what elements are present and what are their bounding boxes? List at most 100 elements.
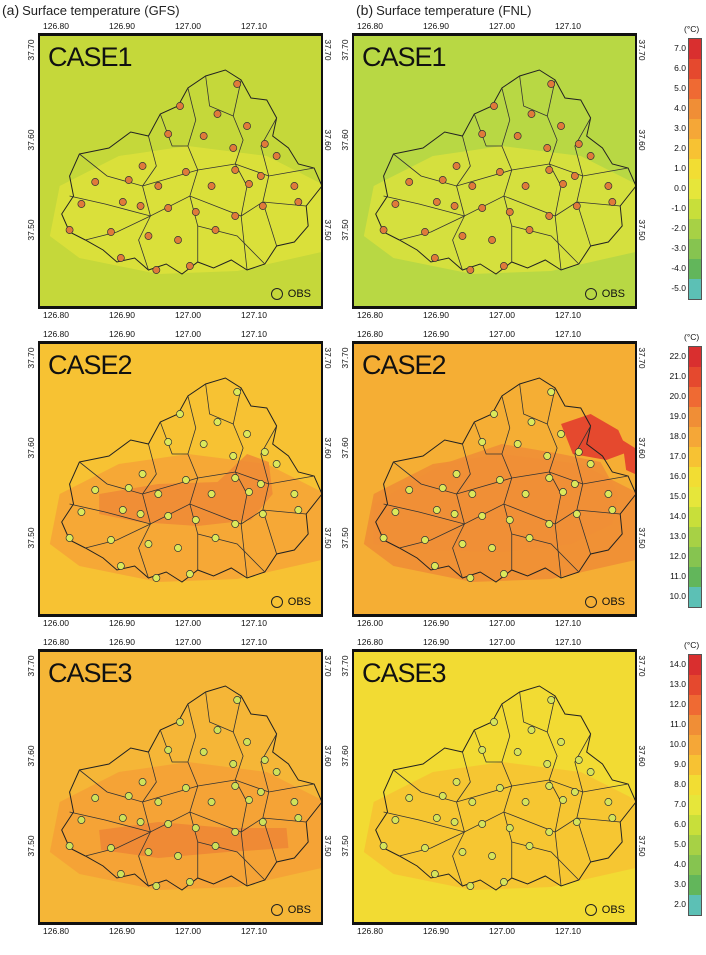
x-tick-label: 126.90	[109, 21, 135, 31]
x-tick-label: 126.80	[43, 329, 69, 339]
colorbar-tick-label: 2.0	[674, 143, 686, 153]
obs-site-marker	[211, 842, 220, 850]
colorbar-tick-label: 2.0	[674, 899, 686, 909]
obs-site-marker	[391, 816, 400, 824]
obs-site-marker	[458, 232, 467, 240]
colorbar-swatch	[689, 159, 701, 179]
axis-bar	[38, 33, 323, 36]
obs-site-marker	[545, 212, 554, 220]
obs-site-marker	[260, 756, 269, 764]
obs-site-marker	[191, 516, 200, 524]
obs-site-marker	[570, 788, 579, 796]
obs-site-marker	[525, 842, 534, 850]
colorbar-tick-label: 12.0	[669, 551, 686, 561]
obs-site-marker	[256, 480, 265, 488]
case-label: CASE3	[362, 658, 447, 688]
colorbar-tick-label: 5.0	[674, 83, 686, 93]
y-axis-right: 37.70 37.60 37.50	[636, 344, 650, 614]
colorbar-swatch	[689, 367, 701, 387]
obs-site-marker	[77, 816, 86, 824]
x-tick-label: 127.10	[555, 637, 581, 647]
x-tick-label: 127.10	[241, 618, 267, 628]
obs-site-marker	[496, 476, 504, 484]
obs-ring-icon	[270, 288, 283, 300]
x-tick-label: 126.90	[109, 329, 135, 339]
obs-site-marker	[586, 768, 595, 776]
colorbar-tick-label: -5.0	[671, 283, 686, 293]
obs-site-marker	[527, 110, 536, 118]
x-tick-label: 126.90	[423, 637, 449, 647]
axis-bar	[38, 306, 323, 309]
panel-case3-fnl: CASE3 OBS	[352, 652, 637, 922]
y-tick-label: 37.70	[637, 347, 647, 369]
x-axis-top: 126.80 126.90 127.00 127.10	[38, 21, 323, 36]
obs-site-marker	[379, 226, 388, 234]
obs-site-marker	[176, 102, 184, 110]
x-axis-bottom: 126.80 126.90 127.00 127.10	[352, 306, 637, 320]
obs-site-marker	[164, 746, 173, 754]
colorbar-tick-label: 4.0	[674, 103, 686, 113]
x-axis-top: 126.80 126.90 127.00 127.10	[38, 329, 323, 344]
y-tick-label: 37.60	[340, 437, 350, 459]
colorbar-tick-label: 5.0	[674, 839, 686, 849]
obs-site-marker	[152, 574, 161, 582]
x-tick-label: 126.80	[43, 21, 69, 31]
obs-site-marker	[478, 746, 487, 754]
x-tick-label: 127.00	[489, 329, 515, 339]
colorbar-swatch	[689, 675, 701, 695]
y-tick-label: 37.50	[26, 835, 36, 857]
obs-site-marker	[118, 814, 127, 822]
seoul-boundary	[61, 69, 321, 275]
obs-site-marker	[91, 178, 100, 186]
obs-site-marker	[505, 208, 514, 216]
obs-site-marker	[379, 534, 388, 542]
obs-site-marker	[527, 418, 536, 426]
x-tick-label: 126.90	[109, 310, 135, 320]
surface-temperature-map	[40, 652, 321, 922]
x-axis-top: 126.80 126.90 127.00 127.10	[352, 637, 637, 652]
obs-site-marker	[559, 796, 567, 804]
obs-site-marker	[152, 882, 161, 890]
obs-site-marker	[450, 818, 459, 826]
temperature-core-region	[49, 146, 321, 274]
obs-site-marker	[421, 844, 429, 852]
colorbar-tick-label: 13.0	[669, 531, 686, 541]
obs-site-marker	[496, 784, 504, 792]
obs-site-marker	[182, 476, 190, 484]
obs-site-marker	[574, 448, 583, 456]
obs-site-marker	[258, 202, 267, 210]
colorbar-unit: (°C)	[684, 332, 700, 342]
obs-site-marker	[207, 182, 216, 190]
obs-site-marker	[499, 878, 508, 886]
title-gfs-tag: (a)	[2, 2, 20, 18]
y-tick-label: 37.50	[637, 527, 647, 549]
colorbar-swatch	[689, 655, 701, 675]
obs-site-marker	[430, 254, 439, 262]
obs-site-marker	[207, 490, 216, 498]
obs-site-marker	[116, 562, 125, 570]
colorbar-tick-label: 7.0	[674, 799, 686, 809]
obs-site-marker	[245, 180, 253, 188]
y-tick-label: 37.50	[637, 219, 647, 241]
obs-site-marker	[513, 748, 522, 756]
obs-site-marker	[547, 388, 556, 396]
obs-site-marker	[144, 540, 153, 548]
obs-site-marker	[182, 168, 190, 176]
obs-site-marker	[136, 202, 145, 210]
obs-site-marker	[545, 474, 554, 482]
colorbar-tick-label: 21.0	[669, 371, 686, 381]
colorbar-swatch	[689, 39, 701, 59]
colorbar-tick-label: 9.0	[674, 759, 686, 769]
y-axis-left: 37.70 37.60 37.50	[25, 36, 39, 306]
obs-site-marker	[272, 460, 281, 468]
colorbar-tick-label: 19.0	[669, 411, 686, 421]
colorbar-unit: (°C)	[684, 640, 700, 650]
obs-site-marker	[136, 818, 145, 826]
obs-legend-label: OBS	[601, 904, 625, 916]
obs-site-marker	[185, 262, 194, 270]
obs-legend: OBS	[270, 904, 311, 916]
colorbar-swatch	[689, 347, 701, 367]
panel-case1-gfs: CASE1 OBS	[38, 36, 323, 306]
y-tick-label: 37.70	[323, 655, 333, 677]
obs-site-marker	[207, 798, 216, 806]
